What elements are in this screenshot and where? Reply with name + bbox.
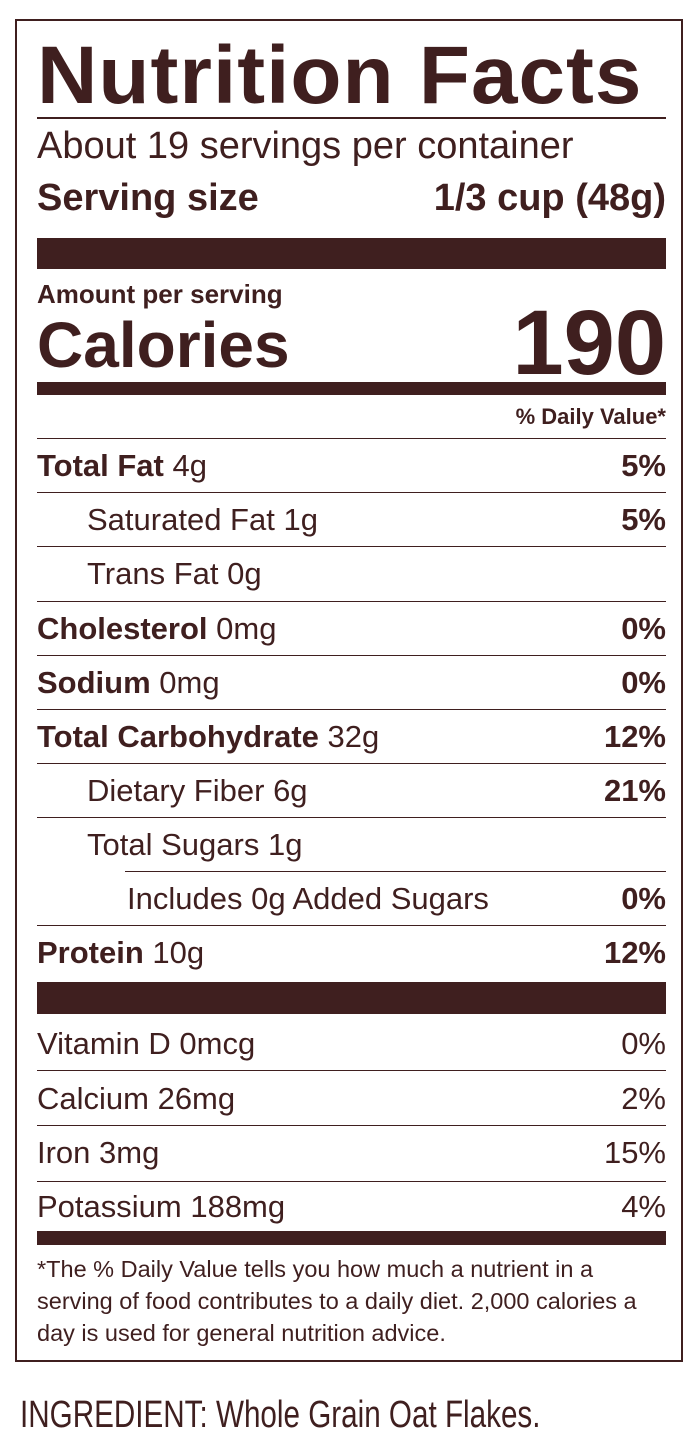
nutrient-name: Total Sugars: [87, 827, 260, 862]
nutrient-row-cholesterol: Cholesterol 0mg 0%: [37, 602, 666, 656]
nutrient-amount: 4g: [172, 448, 207, 483]
vitamin-dv: 15%: [603, 1135, 666, 1170]
calories-value: 190: [512, 292, 667, 394]
vitamin-dv: 0%: [621, 1026, 666, 1061]
divider: [37, 546, 666, 547]
nutrient-row-protein: Protein 10g 12%: [37, 926, 666, 980]
nutrient-amount: 6g: [273, 773, 308, 808]
nutrient-row-total-fat: Total Fat 4g 5%: [37, 439, 666, 493]
vitamin-dv: 2%: [621, 1081, 666, 1116]
divider: [37, 655, 666, 656]
ingredients: INGREDIENT: Whole Grain Oat Flakes.: [20, 1394, 541, 1436]
divider: [37, 117, 666, 119]
nutrient-name: Trans Fat: [87, 556, 219, 591]
thick-bar: [37, 238, 666, 269]
nutrient-dv: 12%: [603, 935, 666, 970]
vitamin-name: Potassium 188mg: [37, 1189, 286, 1224]
amount-per-serving: Amount per serving: [37, 279, 283, 309]
nutrient-dv: 0%: [621, 881, 666, 916]
servings-per-container: About 19 servings per container: [37, 125, 574, 167]
divider: [37, 1125, 666, 1126]
divider: [37, 925, 666, 926]
panel-title: Nutrition Facts: [37, 30, 643, 121]
divider: [37, 438, 666, 439]
serving-size: Serving size 1/3 cup (48g): [37, 179, 666, 217]
nutrient-name: Total Fat: [37, 448, 164, 483]
divider: [37, 492, 666, 493]
vitamin-name: Calcium 26mg: [37, 1081, 236, 1116]
nutrition-facts-panel: Nutrition Facts About 19 servings per co…: [15, 19, 683, 1362]
nutrient-amount: 1g: [267, 827, 303, 862]
nutrient-dv: 0%: [621, 611, 666, 646]
divider: [37, 763, 666, 764]
nutrient-name: Saturated Fat: [87, 502, 275, 537]
nutrient-amount: 0g: [227, 556, 262, 591]
nutrient-row-total-sugars: Total Sugars 1g: [37, 818, 666, 872]
vitamin-row-calcium: Calcium 26mg 2%: [37, 1072, 666, 1126]
divider: [37, 1181, 666, 1182]
serving-size-value: 1/3 cup (48g): [433, 177, 666, 219]
nutrient-name: Cholesterol: [37, 611, 208, 646]
nutrient-name: Protein: [37, 935, 144, 970]
calories-label: Calories: [37, 309, 290, 381]
nutrient-dv: 5%: [621, 448, 666, 483]
serving-size-label: Serving size: [37, 177, 259, 219]
nutrient-row-dietary-fiber: Dietary Fiber 6g 21%: [37, 764, 666, 818]
vitamin-row-vitamin-d: Vitamin D 0mcg 0%: [37, 1017, 666, 1071]
nutrient-row-sodium: Sodium 0mg 0%: [37, 656, 666, 710]
vitamin-row-potassium: Potassium 188mg 4%: [37, 1180, 666, 1234]
divider: [37, 601, 666, 602]
nutrient-amount: 0mg: [159, 665, 220, 700]
nutrient-name: Includes 0g Added Sugars: [127, 881, 489, 916]
vitamin-name: Vitamin D 0mcg: [37, 1026, 256, 1061]
divider: [37, 709, 666, 710]
nutrient-name: Dietary Fiber: [87, 773, 265, 808]
medium-bar: [37, 1231, 666, 1245]
nutrient-row-total-carbohydrate: Total Carbohydrate 32g 12%: [37, 710, 666, 764]
nutrient-row-saturated-fat: Saturated Fat 1g 5%: [37, 493, 666, 547]
divider: [37, 817, 666, 818]
divider: [125, 871, 666, 872]
nutrient-name: Sodium: [37, 665, 151, 700]
nutrient-amount: 1g: [283, 502, 318, 537]
vitamin-name: Iron 3mg: [37, 1135, 160, 1170]
daily-value-header: % Daily Value*: [515, 404, 666, 429]
vitamin-dv: 4%: [621, 1189, 666, 1224]
nutrient-dv: 21%: [603, 773, 666, 808]
nutrient-row-added-sugars: Includes 0g Added Sugars 0%: [37, 872, 666, 926]
thick-bar: [37, 982, 666, 1014]
nutrient-row-trans-fat: Trans Fat 0g: [37, 547, 666, 601]
nutrient-amount: 0mg: [216, 611, 277, 646]
footnote: *The % Daily Value tells you how much a …: [37, 1256, 637, 1346]
nutrient-amount: 32g: [327, 719, 380, 754]
divider: [37, 1070, 666, 1071]
vitamin-row-iron: Iron 3mg 15%: [37, 1126, 666, 1180]
nutrient-dv: 5%: [621, 502, 666, 537]
medium-bar: [37, 382, 666, 395]
nutrient-dv: 0%: [621, 665, 666, 700]
nutrient-amount: 10g: [152, 935, 205, 970]
nutrient-name: Total Carbohydrate: [37, 719, 319, 754]
nutrient-dv: 12%: [603, 719, 666, 754]
